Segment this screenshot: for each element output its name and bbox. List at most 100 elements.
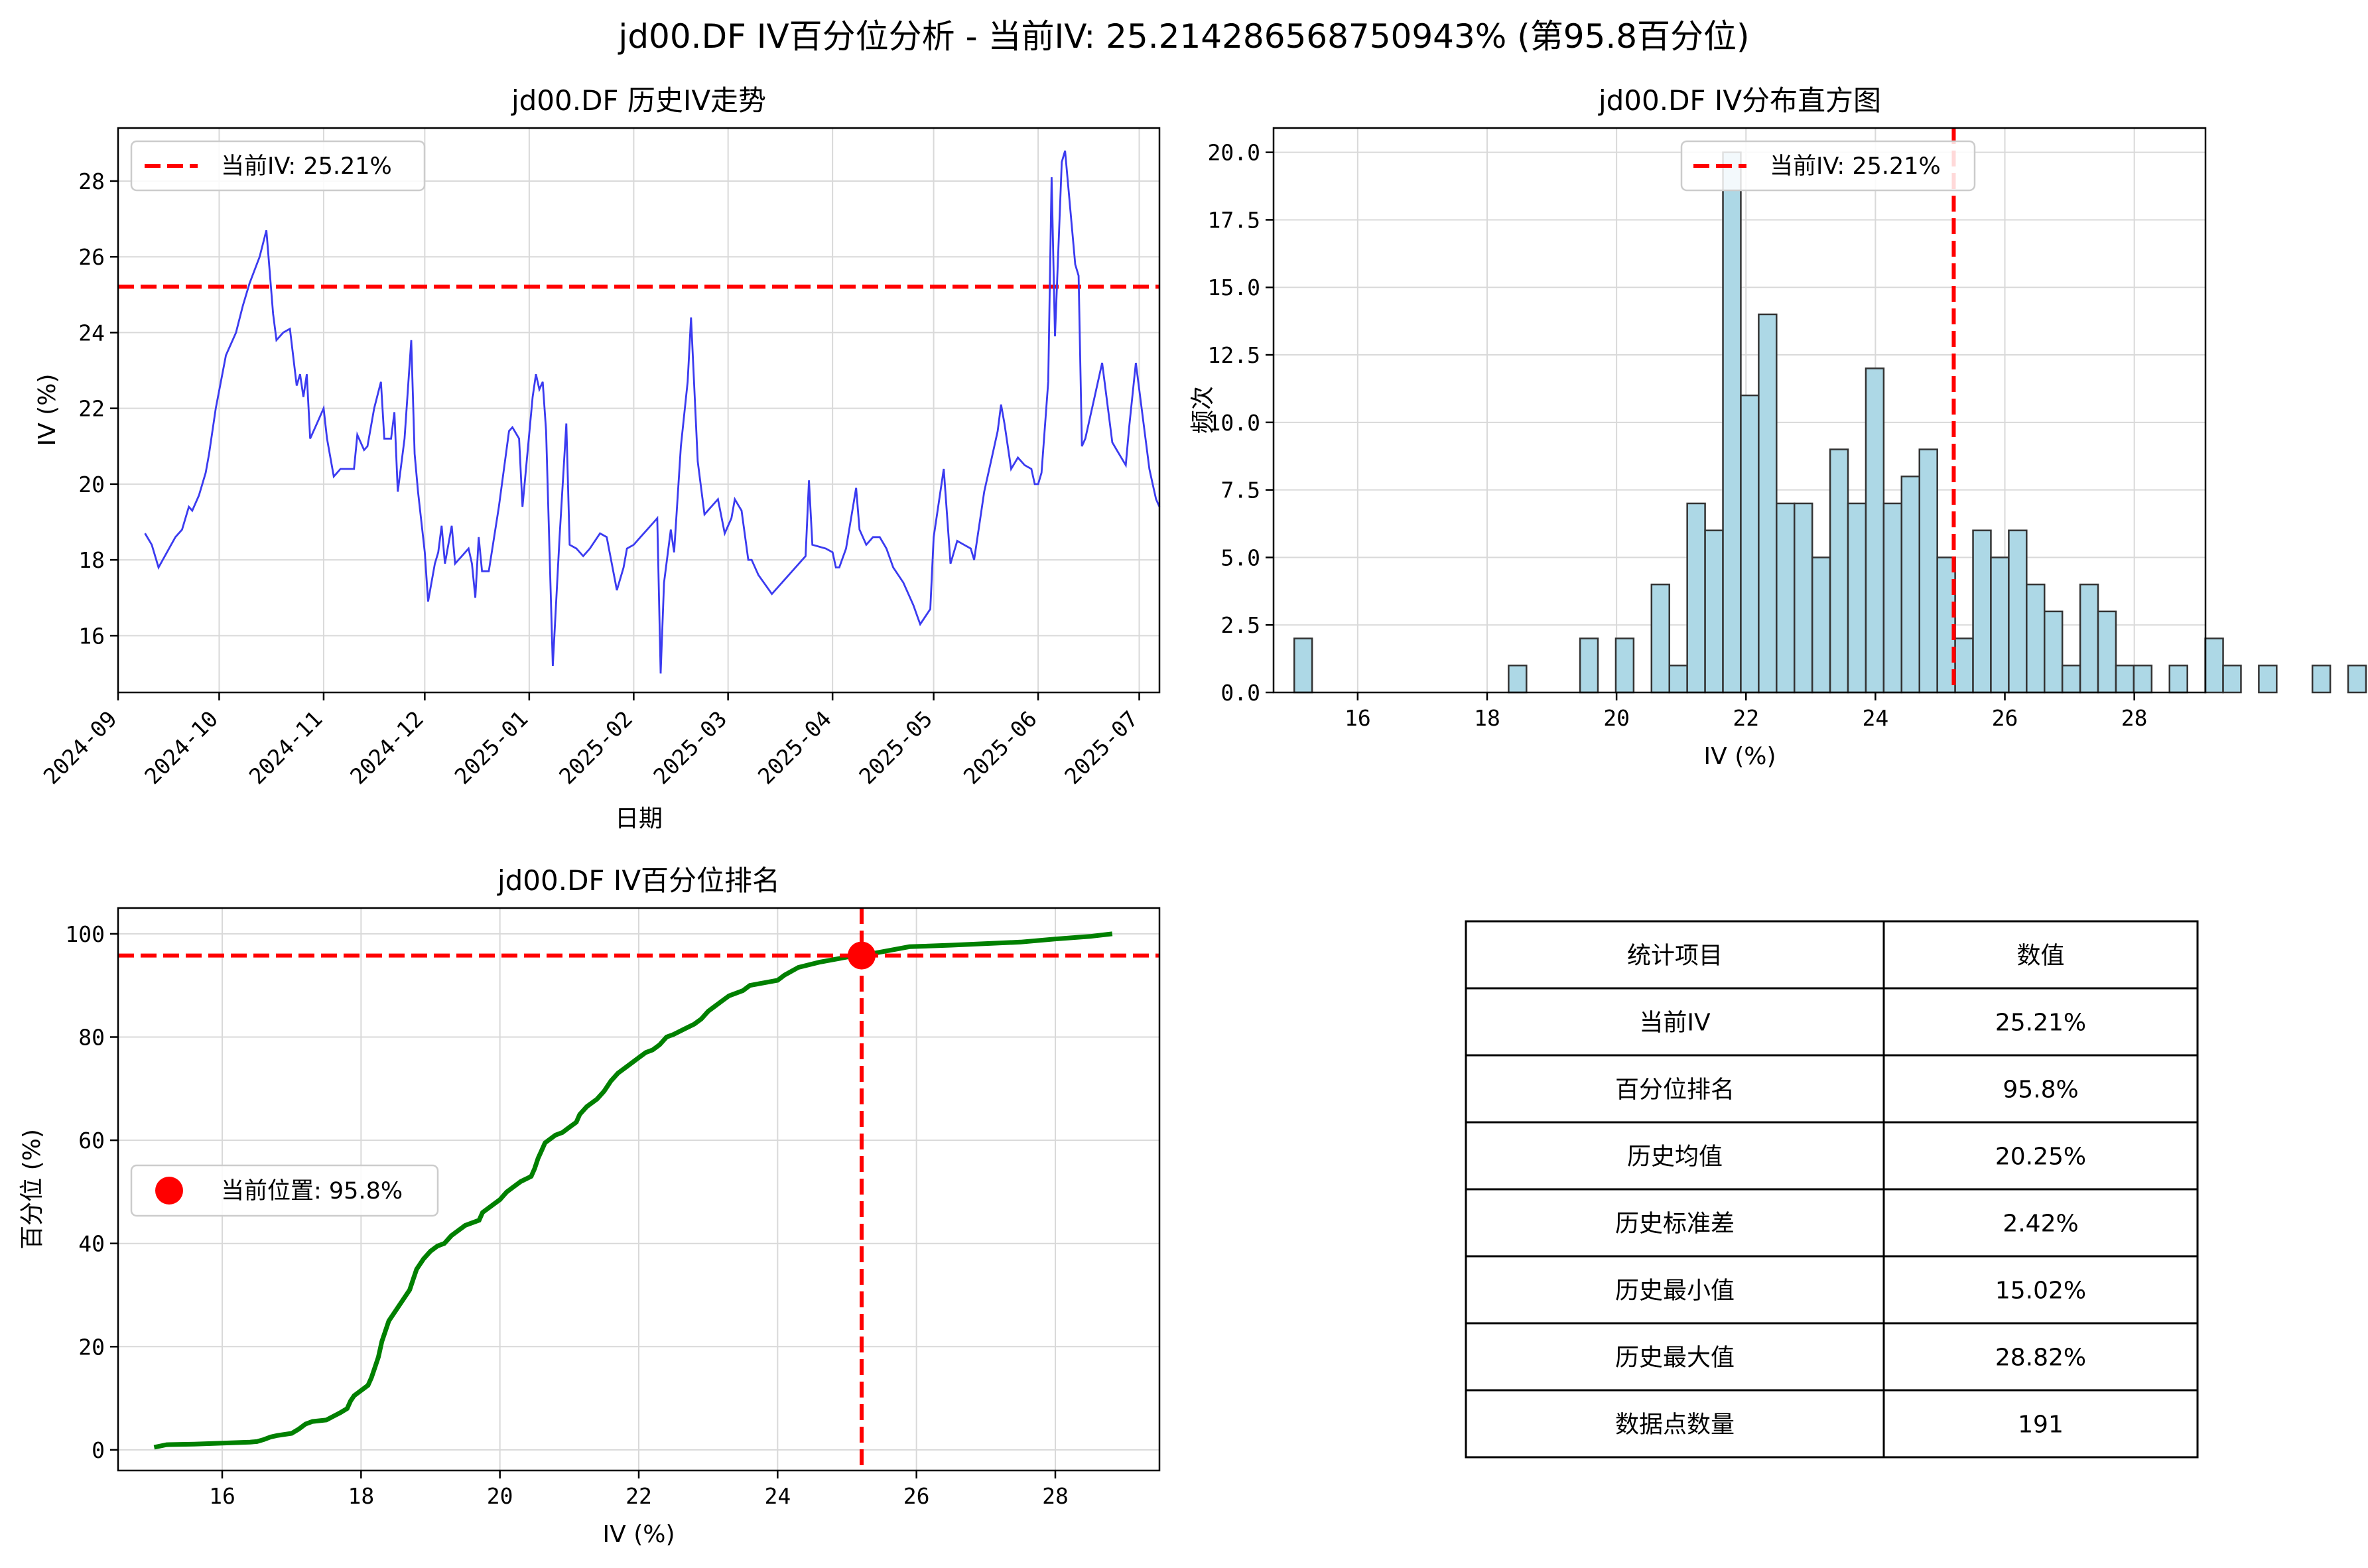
iv-percentile-ytick-label: 60 [78,1128,105,1153]
iv-histogram-bar [2008,529,2028,694]
iv-percentile-ylabel: 百分位 (%) [19,1129,46,1250]
iv-histogram-xtick-label: 24 [1863,705,1889,731]
iv-histogram-bar [2311,665,2332,694]
iv-trend-xtick-label: 2025-06 [958,706,1042,789]
iv-percentile-xtick-label: 18 [348,1483,374,1509]
iv-trend-xtick-label: 2025-04 [753,706,836,789]
iv-histogram-ytick-label: 10.0 [1208,410,1260,436]
iv-histogram-ytick-label: 0.0 [1220,680,1260,706]
stats-table-row-cell [1882,1389,2199,1459]
iv-percentile-legend-swatch [155,1177,183,1205]
iv-trend-legend: 当前IV: 25.21% [130,140,426,192]
iv-trend-grid [117,128,1159,692]
iv-percentile-ytick-label: 100 [65,921,105,947]
iv-percentile-current-marker [847,941,876,970]
iv-histogram-legend-box [1680,140,1976,192]
iv-histogram-legend-label: 当前IV: 25.21% [1770,153,1941,180]
iv-histogram-ytick-label: 2.5 [1220,612,1260,638]
iv-trend-xtick-label: 2024-12 [345,706,428,789]
iv-trend-xtick-label: 2025-05 [854,706,937,789]
iv-trend-plot-frame [117,127,1161,694]
iv-histogram-xtick-label: 20 [1603,705,1630,731]
stats-table-row-value: 95.8% [2003,1077,2078,1104]
iv-histogram-xtick-label: 22 [1733,705,1759,731]
stats-table-row-cell [1465,1121,1885,1191]
iv-percentile-grid [118,908,1159,1470]
stats-table-row-cell [1465,987,1885,1057]
iv-histogram-bar [1704,529,1724,694]
iv-percentile-xtick-label: 26 [903,1483,930,1509]
iv-histogram-title: jd00.DF IV分布直方图 [1598,84,1881,117]
iv-histogram-bar [2204,637,2224,694]
iv-histogram-bar [1776,502,1796,694]
iv-trend-ytick-label: 22 [78,396,105,422]
iv-percentile-xtick-label: 24 [764,1483,791,1509]
iv-histogram-bar [2043,610,2064,694]
stats-table-row-value: 28.82% [1995,1344,2086,1372]
iv-histogram-bar [1293,637,1313,694]
iv-histogram-legend: 当前IV: 25.21% [1680,140,1976,192]
iv-histogram-ytick-label: 17.5 [1208,207,1260,233]
iv-percentile-xlabel: IV (%) [603,1521,675,1548]
iv-trend-xtick-label: 2025-03 [648,706,732,789]
iv-histogram-ytick-label: 7.5 [1220,478,1260,503]
stats-table-row-cell [1465,1054,1885,1124]
iv-trend-xlabel: 日期 [615,805,663,832]
iv-percentile-legend: 当前位置: 95.8% [130,1164,439,1217]
iv-histogram-bar [2168,665,2188,694]
iv-histogram-bar [1668,665,1688,694]
iv-percentile-panel: jd00.DF IV百分位排名 16 18 20 22 24 26 280204060801… [19,864,1161,1548]
iv-trend-line [144,150,1161,674]
iv-histogram-ticks: 16 18 20 22 24 26 28 0.0 2.5 5.0 7.5 10.0 12.5 15.0 17… [1208,140,2148,731]
stats-table-row-label: 当前IV [1639,1010,1711,1037]
iv-percentile-legend-box [130,1164,439,1217]
stats-table-row-label: 历史最小值 [1615,1277,1735,1305]
stats-table-row-value: 20.25% [1995,1143,2086,1171]
iv-percentile-ytick-label: 40 [78,1231,105,1257]
iv-percentile-title: jd00.DF IV百分位排名 [497,864,780,897]
iv-histogram-bar [1722,151,1742,694]
iv-histogram-bar [2133,665,2153,694]
iv-histogram-bar [2115,665,2135,694]
iv-histogram-ylabel: 频次 [1189,386,1217,434]
iv-histogram-bar [2061,665,2081,694]
iv-percentile-xtick-label: 16 [209,1483,235,1509]
iv-histogram-bar [1793,502,1813,694]
iv-percentile-xtick-label: 20 [487,1483,513,1509]
iv-histogram-bar [1900,476,1920,694]
stats-table-row-cell [1882,1121,2199,1191]
iv-percentile-ytick-label: 80 [78,1024,105,1050]
stats-table-row-value: 15.02% [1995,1277,2086,1305]
iv-trend-title: jd00.DF 历史IV走势 [511,84,766,117]
stats-table-row-label: 历史最大值 [1615,1344,1735,1372]
stats-table-row-label: 历史标准差 [1615,1210,1735,1238]
stats-table-row-value: 2.42% [2003,1210,2078,1238]
stats-table-row-cell [1882,1322,2199,1392]
iv-histogram-bar [1918,448,1938,694]
stats-table-header-cell [1882,920,2199,990]
stats-table-row-cell [1465,1188,1885,1258]
iv-histogram-bar [1686,502,1706,694]
iv-histogram-bar [1829,448,1849,694]
iv-histogram-ytick-label: 15.0 [1208,275,1260,300]
iv-trend-xtick-label: 2025-01 [450,706,533,789]
iv-histogram-ytick-label: 12.5 [1208,342,1260,368]
iv-histogram-bar [1508,665,1528,694]
iv-trend-ytick-label: 20 [78,472,105,497]
iv-trend-ytick-label: 18 [78,547,105,573]
iv-trend-legend-box [130,140,426,192]
iv-trend-ytick-label: 26 [78,244,105,270]
iv-histogram-bar [2258,665,2278,694]
figure-suptitle: jd00.DF IV百分位分析 - 当前IV: 25.2142865687509… [618,17,1749,56]
iv-histogram-xtick-label: 26 [1992,705,2018,731]
iv-histogram-bar [1811,556,1831,694]
iv-histogram-bar [1865,367,1885,694]
iv-histogram-bar [1614,637,1635,694]
iv-histogram-bar [2097,610,2117,694]
iv-trend-panel: jd00.DF 历史IV走势 2024-09 2024-10 2024-11 2024… [34,84,1161,832]
iv-histogram-bar [1847,502,1867,694]
iv-histogram-xtick-label: 18 [1474,705,1500,731]
stats-table-row-label: 历史均值 [1627,1143,1723,1171]
stats-table-row-value: 191 [2018,1411,2064,1439]
